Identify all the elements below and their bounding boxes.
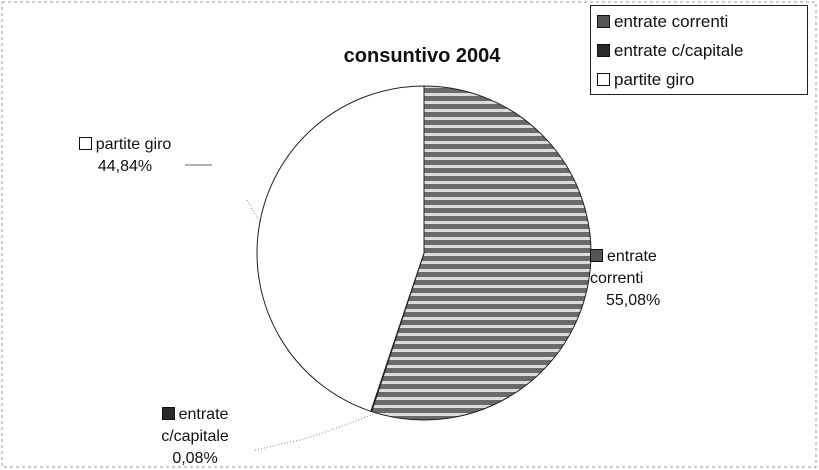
slice-value: 44,84% xyxy=(97,158,153,175)
legend-swatch xyxy=(597,15,610,28)
legend-text: entrate c/capitale xyxy=(614,41,744,60)
legend-entry: entrate c/capitale xyxy=(591,37,807,64)
leader xyxy=(254,411,379,451)
slice-label: partite giro 44,84% xyxy=(55,134,195,178)
slice-value: 0,08% xyxy=(172,450,218,467)
slice-category: entrate correnti xyxy=(590,248,657,287)
slice-name: partite giro xyxy=(55,134,195,156)
legend-swatch xyxy=(597,73,610,86)
legend-swatch xyxy=(597,44,610,57)
pie-slice xyxy=(256,85,425,412)
legend-entry: partite giro xyxy=(591,66,807,93)
legend-text: entrate correnti xyxy=(614,12,729,31)
leader xyxy=(246,199,263,226)
slice-value: 55,08% xyxy=(606,292,661,309)
legend-text: partite giro xyxy=(614,70,695,89)
slice-label: entrate correnti 55,08% xyxy=(590,246,690,312)
slice-category: entrate c/capitale xyxy=(161,406,229,445)
pie-slice xyxy=(370,85,592,421)
label-icon xyxy=(590,249,603,262)
label-icon xyxy=(161,407,175,420)
legend-entry: entrate correnti xyxy=(591,8,807,35)
slice-category: partite giro xyxy=(95,136,172,153)
label-icon xyxy=(78,137,92,150)
slice-label: entrate c/capitale 0,08% xyxy=(130,404,260,470)
chart-title: consuntivo 2004 xyxy=(344,45,502,67)
legend: entrate correnti entrate c/capitale partit… xyxy=(590,5,808,95)
slice-name: entrate correnti xyxy=(590,246,690,290)
slice-name: entrate c/capitale xyxy=(130,404,260,448)
